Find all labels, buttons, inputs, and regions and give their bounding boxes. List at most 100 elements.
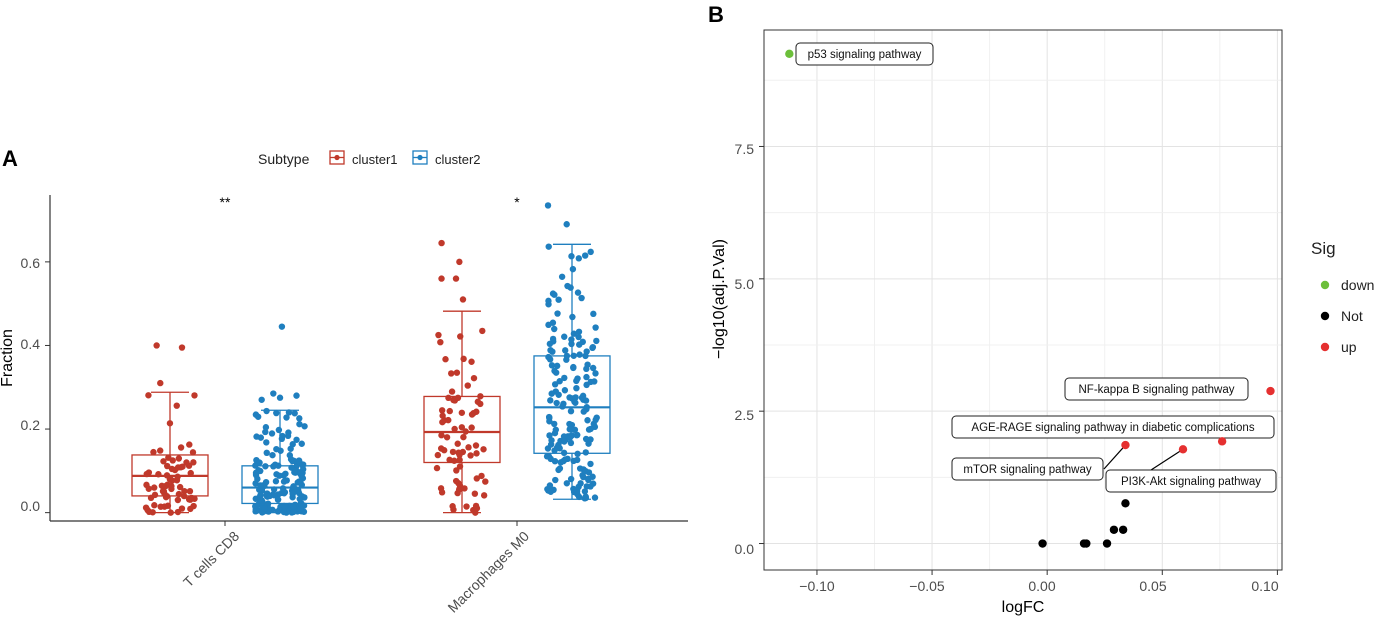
data-point-cluster2-t-cells-cd8-23 xyxy=(263,439,270,446)
scatter-point-up-1 xyxy=(1266,386,1275,396)
data-point-cluster2-macrophages-m0-42 xyxy=(551,325,558,333)
data-point-cluster1-macrophages-m0-46 xyxy=(449,448,457,456)
legend-label-cluster1: cluster1 xyxy=(352,152,398,167)
data-point-cluster2-macrophages-m0-89 xyxy=(587,483,594,490)
data-point-cluster2-macrophages-m0-66 xyxy=(592,324,599,331)
data-point-cluster2-t-cells-cd8-131 xyxy=(252,462,259,469)
data-point-cluster2-t-cells-cd8-139 xyxy=(276,472,283,479)
data-point-cluster2-t-cells-cd8-152 xyxy=(287,445,294,452)
data-point-cluster1-t-cells-cd8-56 xyxy=(174,508,182,516)
data-point-cluster1-macrophages-m0-47 xyxy=(435,331,442,339)
data-point-cluster2-macrophages-m0-56 xyxy=(583,365,590,373)
data-point-cluster1-macrophages-m0-73 xyxy=(451,457,458,464)
panel-b-x-axis-title: logFC xyxy=(1002,599,1045,616)
data-point-cluster1-macrophages-m0-3 xyxy=(438,432,445,439)
data-point-cluster2-macrophages-m0-154 xyxy=(589,343,597,351)
data-point-cluster2-t-cells-cd8-33 xyxy=(275,426,283,434)
data-point-cluster1-macrophages-m0-20 xyxy=(470,374,478,382)
scatter-point-not-5 xyxy=(1121,499,1130,508)
scatter-point-not-6 xyxy=(1109,525,1119,534)
data-point-cluster2-macrophages-m0-63 xyxy=(548,362,556,369)
data-point-cluster2-macrophages-m0-90 xyxy=(587,248,594,256)
data-point-cluster2-macrophages-m0-9 xyxy=(593,337,600,345)
scatter-point-up-4 xyxy=(1178,445,1188,454)
data-point-cluster1-t-cells-cd8-61 xyxy=(168,482,175,490)
data-point-cluster2-t-cells-cd8-167 xyxy=(298,473,305,480)
data-point-cluster2-t-cells-cd8-41 xyxy=(263,407,270,415)
data-point-cluster2-macrophages-m0-60 xyxy=(545,353,552,361)
data-point-cluster2-macrophages-m0-85 xyxy=(547,346,554,354)
data-point-cluster1-t-cells-cd8-64 xyxy=(189,449,197,456)
data-point-cluster2-t-cells-cd8-145 xyxy=(297,506,304,513)
data-point-cluster1-t-cells-cd8-58 xyxy=(175,455,183,462)
data-point-cluster2-macrophages-m0-161 xyxy=(573,432,580,439)
data-point-cluster2-macrophages-m0-32 xyxy=(568,253,575,260)
data-point-cluster2-macrophages-m0-134 xyxy=(567,439,575,447)
data-point-cluster1-t-cells-cd8-27 xyxy=(175,490,183,498)
legend-label-not: Not xyxy=(1341,308,1363,324)
data-point-cluster1-macrophages-m0-49 xyxy=(455,486,463,493)
data-point-cluster1-t-cells-cd8-41 xyxy=(145,485,152,492)
data-point-cluster2-macrophages-m0-93 xyxy=(580,473,587,481)
data-point-cluster1-t-cells-cd8-65 xyxy=(167,509,174,516)
data-point-cluster1-t-cells-cd8-53 xyxy=(160,458,167,465)
data-point-cluster1-macrophages-m0-11 xyxy=(438,489,446,496)
scatter-point-not-11 xyxy=(1102,539,1112,548)
data-point-cluster2-t-cells-cd8-169 xyxy=(271,461,279,468)
legend-label-up: up xyxy=(1341,339,1357,355)
data-point-cluster1-macrophages-m0-48 xyxy=(458,409,466,416)
data-point-cluster1-t-cells-cd8-70 xyxy=(153,342,160,349)
legend-key-cluster2 xyxy=(412,150,428,165)
data-point-cluster2-macrophages-m0-126 xyxy=(582,435,590,443)
data-point-cluster2-macrophages-m0-140 xyxy=(551,429,559,437)
data-point-cluster2-macrophages-m0-139 xyxy=(583,348,590,355)
data-point-cluster2-t-cells-cd8-143 xyxy=(252,469,260,477)
panel-a-y-tick-label-2: 0.4 xyxy=(21,336,41,352)
data-point-cluster1-macrophages-m0-63 xyxy=(479,327,486,335)
data-point-cluster2-t-cells-cd8-76 xyxy=(281,508,288,515)
legend-key-up xyxy=(1320,342,1330,352)
data-point-cluster2-macrophages-m0-174 xyxy=(562,347,569,354)
data-point-cluster2-macrophages-m0-157 xyxy=(553,444,561,451)
data-point-cluster1-macrophages-m0-4 xyxy=(451,425,458,433)
scatter-point-up-3 xyxy=(1121,440,1130,450)
panel-b-label: B xyxy=(708,2,724,27)
data-point-cluster2-macrophages-m0-69 xyxy=(547,397,554,404)
scatter-point-down-0 xyxy=(785,49,794,59)
data-point-cluster2-macrophages-m0-98 xyxy=(570,457,577,465)
data-point-cluster1-macrophages-m0-28 xyxy=(477,400,484,408)
data-point-cluster2-macrophages-m0-76 xyxy=(591,494,599,501)
data-point-cluster2-macrophages-m0-117 xyxy=(566,434,574,441)
data-point-cluster2-macrophages-m0-81 xyxy=(592,370,599,377)
data-point-cluster2-macrophages-m0-164 xyxy=(583,373,590,381)
data-point-cluster1-macrophages-m0-74 xyxy=(465,444,472,451)
data-point-cluster2-macrophages-m0-55 xyxy=(555,296,562,303)
panel-b-x-tick-label-1: −0.05 xyxy=(909,578,945,594)
data-point-cluster2-macrophages-m0-160 xyxy=(561,438,568,445)
data-point-cluster2-t-cells-cd8-104 xyxy=(262,424,270,431)
data-point-cluster1-t-cells-cd8-66 xyxy=(143,470,150,478)
data-point-cluster2-t-cells-cd8-108 xyxy=(279,432,286,440)
panel-a-x-tick-label-t-cells: T cells CD8 xyxy=(180,528,242,590)
data-point-cluster2-macrophages-m0-165 xyxy=(568,336,575,343)
data-point-cluster1-t-cells-cd8-33 xyxy=(176,483,184,491)
scatter-point-not-10 xyxy=(1082,539,1091,548)
data-point-cluster1-t-cells-cd8-67 xyxy=(161,490,168,497)
data-point-cluster1-macrophages-m0-2 xyxy=(480,492,488,499)
data-point-cluster2-macrophages-m0-84 xyxy=(564,455,571,463)
data-point-cluster1-t-cells-cd8-34 xyxy=(181,487,188,495)
data-point-cluster1-t-cells-cd8-31 xyxy=(162,482,169,490)
data-point-cluster2-macrophages-m0-169 xyxy=(548,390,555,397)
annotation-label-pi3k-akt-signaling-pathway: PI3K-Akt signaling pathway xyxy=(1121,476,1261,488)
data-point-cluster2-macrophages-m0-175 xyxy=(570,363,577,371)
data-point-cluster2-macrophages-m0-124 xyxy=(575,328,583,335)
panel-b-points xyxy=(785,49,1275,548)
data-point-cluster2-t-cells-cd8-82 xyxy=(253,433,260,440)
data-point-cluster2-macrophages-m0-101 xyxy=(570,485,577,493)
data-point-cluster2-t-cells-cd8-130 xyxy=(262,428,269,436)
data-point-cluster2-macrophages-m0-142 xyxy=(545,243,552,250)
data-point-cluster2-t-cells-cd8-170 xyxy=(278,323,286,330)
annotation-label-age-rage-signaling-pathway-in-diabetic-complications: AGE-RAGE signaling pathway in diabetic c… xyxy=(971,422,1254,434)
data-point-cluster2-macrophages-m0-181 xyxy=(563,221,570,228)
data-point-cluster2-t-cells-cd8-171 xyxy=(270,390,277,397)
